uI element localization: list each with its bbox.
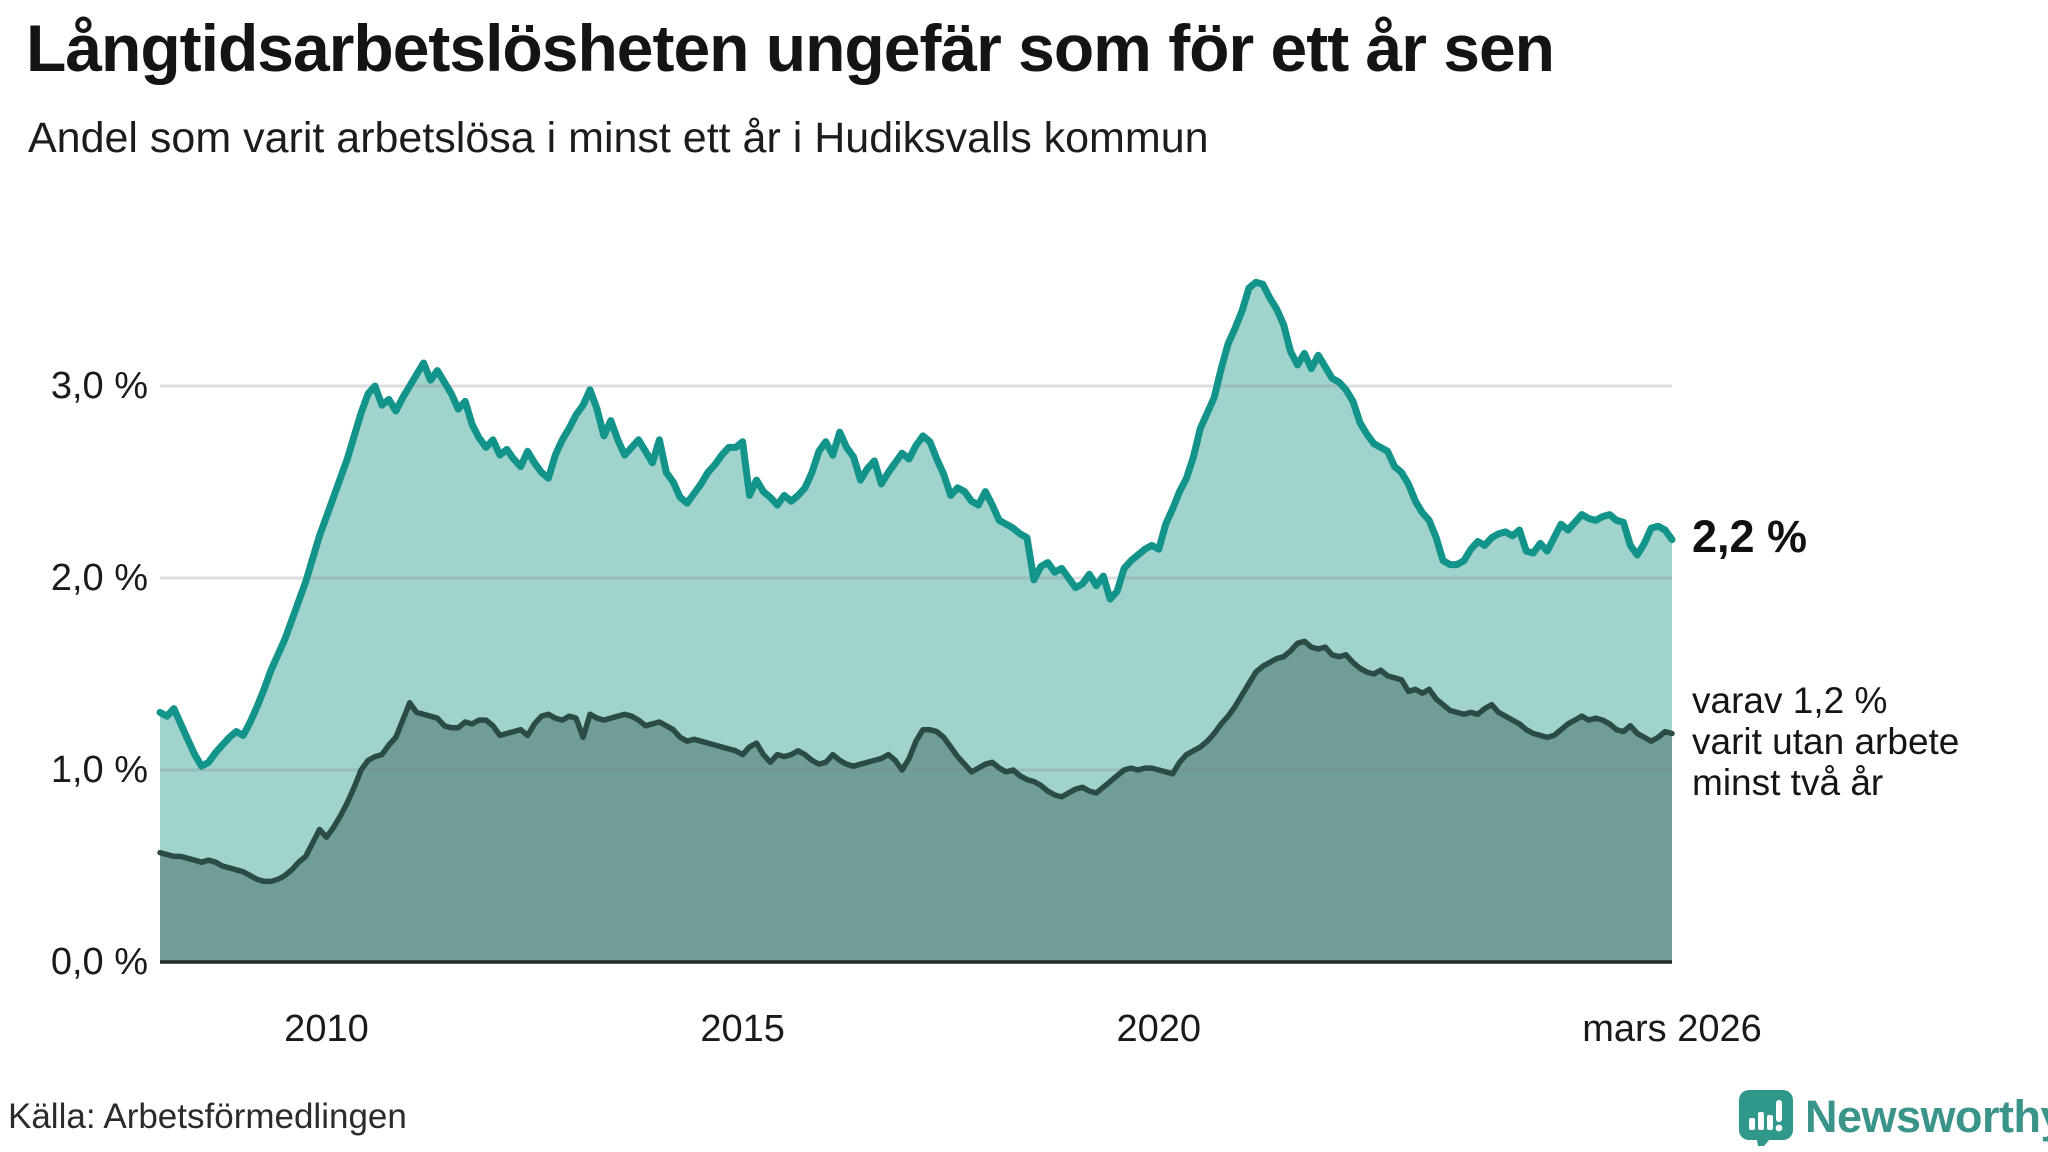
- y-tick-label-1: 2,0 %: [50, 557, 148, 599]
- total-series-line: [156, 278, 1676, 770]
- page-title: Långtidsarbetslösheten ungefär som för e…: [26, 11, 1555, 85]
- logo-bubble-shape: [1739, 1090, 1793, 1146]
- y-tick-label-3: 0,0 %: [50, 941, 148, 983]
- secondary-annotation-line2: varit utan arbete: [1692, 721, 1960, 762]
- secondary-annotation-line3: minst två år: [1692, 762, 1884, 803]
- secondary-series-line: [157, 638, 1675, 885]
- x-tick-label-1: 2015: [700, 1008, 785, 1050]
- source-note: Källa: Arbetsförmedlingen: [8, 1097, 407, 1136]
- y-tick-label-2: 1,0 %: [50, 749, 148, 791]
- logo-bar-1: [1749, 1118, 1755, 1130]
- newsworthy-logo: Newsworthy: [1737, 1088, 2048, 1146]
- x-tick-label-3: mars 2026: [1582, 1008, 1762, 1050]
- newsworthy-logo-text: Newsworthy: [1805, 1091, 2048, 1142]
- logo-exclamation-bar: [1776, 1100, 1782, 1122]
- y-tick-label-0: 3,0 %: [50, 365, 148, 407]
- logo-bar-3: [1767, 1115, 1773, 1130]
- secondary-annotation-line1: varav 1,2 %: [1692, 680, 1888, 721]
- logo-exclamation-dot: [1775, 1124, 1783, 1132]
- logo-bar-2: [1758, 1112, 1764, 1130]
- newsworthy-logo-icon: [1739, 1090, 1793, 1146]
- x-tick-label-2: 2020: [1116, 1008, 1202, 1050]
- x-tick-label-0: 2010: [284, 1008, 369, 1050]
- secondary-series-annotation: varav 1,2 % varit utan arbete minst två …: [1692, 680, 1959, 803]
- latest-value-label: 2,2 %: [1692, 511, 1808, 562]
- page-subtitle: Andel som varit arbetslösa i minst ett å…: [28, 114, 1209, 162]
